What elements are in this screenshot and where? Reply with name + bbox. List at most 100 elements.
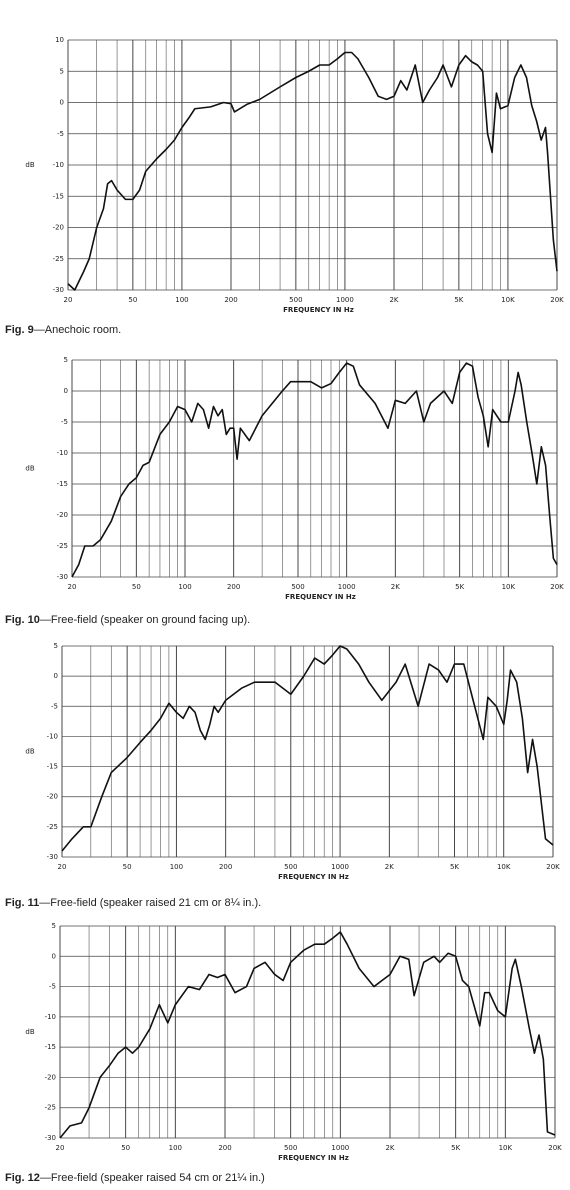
y-tick-label: -10	[47, 732, 58, 740]
y-tick-label: -25	[45, 1104, 56, 1112]
x-tick-label: 5K	[455, 583, 464, 591]
y-tick-label: -30	[47, 853, 58, 861]
x-tick-label: 2K	[385, 863, 394, 871]
caption: Fig. 9—Anechoic room.	[5, 324, 121, 336]
y-tick-label: -5	[49, 983, 56, 991]
x-tick-label: 20	[64, 296, 73, 304]
caption-text: —Free-field (speaker raised 54 cm or 21¼…	[40, 1172, 265, 1184]
caption: Fig. 11—Free-field (speaker raised 21 cm…	[5, 897, 261, 909]
y-tick-label: -5	[51, 702, 58, 710]
y-tick-label: -15	[57, 480, 68, 488]
chart: 20 50 100 200 500 1000 2K 5K 10K 20K-30-25-20-15-…	[5, 922, 562, 1184]
response-curve	[59, 931, 556, 1139]
x-tick-label: 20K	[550, 296, 564, 304]
caption-text: —Free-field (speaker on ground facing up…	[40, 614, 250, 626]
y-axis-label: dB	[25, 1028, 34, 1036]
x-tick-label: 500	[284, 1144, 297, 1152]
y-tick-label: 5	[64, 356, 68, 364]
chart: 20 50 100 200 500 1000 2K 5K 10K 20K-30-25-20-15-…	[5, 642, 560, 909]
x-tick-label: 200	[227, 583, 240, 591]
figure-number: Fig. 9	[5, 324, 34, 336]
response-curve	[61, 645, 554, 852]
response-curve	[71, 362, 558, 578]
figure-number: Fig. 12	[5, 1172, 40, 1184]
y-tick-label: 0	[52, 952, 56, 960]
x-tick-label: 200	[224, 296, 237, 304]
x-tick-label: 20K	[546, 863, 560, 871]
y-tick-label: -15	[47, 763, 58, 771]
y-tick-label: 5	[54, 642, 58, 650]
y-tick-label: -5	[57, 130, 64, 138]
x-tick-label: 500	[291, 583, 304, 591]
x-tick-label: 200	[218, 1144, 231, 1152]
x-tick-label: 10K	[502, 583, 516, 591]
y-tick-label: 10	[55, 36, 64, 44]
y-tick-label: 0	[60, 99, 64, 107]
y-tick-label: 0	[54, 672, 58, 680]
y-axis-label: dB	[25, 465, 34, 473]
x-tick-label: 200	[219, 863, 232, 871]
x-tick-label: 10K	[497, 863, 511, 871]
x-tick-label: 5K	[454, 296, 463, 304]
x-tick-label: 50	[132, 583, 141, 591]
y-tick-label: -30	[53, 286, 64, 294]
figure-number: Fig. 10	[5, 614, 40, 626]
x-tick-label: 20	[68, 583, 77, 591]
y-tick-label: 5	[52, 922, 56, 930]
x-tick-label: 500	[289, 296, 302, 304]
y-tick-label: -25	[57, 542, 68, 550]
x-tick-label: 20K	[550, 583, 564, 591]
x-tick-label: 10K	[501, 296, 515, 304]
y-tick-label: -10	[53, 161, 64, 169]
x-tick-label: 5K	[451, 1144, 460, 1152]
y-axis-label: dB	[25, 161, 34, 169]
y-tick-label: -15	[53, 192, 64, 200]
x-axis-label: FREQUENCY IN Hz	[278, 1154, 349, 1162]
caption: Fig. 12—Free-field (speaker raised 54 cm…	[5, 1172, 265, 1184]
x-axis-label: FREQUENCY IN Hz	[283, 306, 354, 314]
x-tick-label: 20	[56, 1144, 65, 1152]
x-tick-label: 50	[128, 296, 137, 304]
caption-text: —Anechoic room.	[34, 324, 121, 336]
y-axis-label: dB	[25, 748, 34, 756]
x-tick-label: 50	[121, 1144, 130, 1152]
y-tick-label: -20	[57, 511, 68, 519]
y-tick-label: 5	[60, 67, 64, 75]
x-tick-label: 1000	[338, 583, 356, 591]
x-tick-label: 100	[170, 863, 183, 871]
y-tick-label: -20	[45, 1073, 56, 1081]
y-tick-label: -10	[57, 449, 68, 457]
x-tick-label: 20K	[548, 1144, 562, 1152]
y-tick-label: -15	[45, 1043, 56, 1051]
y-tick-label: -5	[61, 418, 68, 426]
x-tick-label: 100	[169, 1144, 182, 1152]
x-axis-label: FREQUENCY IN Hz	[278, 873, 349, 881]
x-tick-label: 20	[58, 863, 67, 871]
response-curve	[67, 51, 558, 291]
x-tick-label: 2K	[385, 1144, 394, 1152]
x-axis-label: FREQUENCY IN Hz	[285, 593, 356, 601]
y-tick-label: -30	[45, 1134, 56, 1142]
y-tick-label: -20	[47, 793, 58, 801]
chart: 20 50 100 200 500 1000 2K 5K 10K 20K-30-25-20-15-…	[5, 36, 564, 336]
x-tick-label: 100	[178, 583, 191, 591]
y-tick-label: 0	[64, 387, 68, 395]
x-tick-label: 5K	[450, 863, 459, 871]
chart: 20 50 100 200 500 1000 2K 5K 10K 20K-30-25-20-15-…	[5, 356, 564, 626]
x-tick-label: 2K	[391, 583, 400, 591]
x-tick-label: 1000	[331, 1144, 349, 1152]
x-tick-label: 1000	[336, 296, 354, 304]
x-tick-label: 50	[123, 863, 132, 871]
y-tick-label: -10	[45, 1013, 56, 1021]
x-tick-label: 2K	[389, 296, 398, 304]
x-tick-label: 500	[284, 863, 297, 871]
figure-number: Fig. 11	[5, 897, 39, 909]
y-tick-label: -30	[57, 573, 68, 581]
x-tick-label: 100	[175, 296, 188, 304]
y-tick-label: -25	[53, 255, 64, 263]
x-tick-label: 10K	[499, 1144, 513, 1152]
caption: Fig. 10—Free-field (speaker on ground fa…	[5, 614, 250, 626]
caption-text: —Free-field (speaker raised 21 cm or 8¼ …	[39, 897, 261, 909]
